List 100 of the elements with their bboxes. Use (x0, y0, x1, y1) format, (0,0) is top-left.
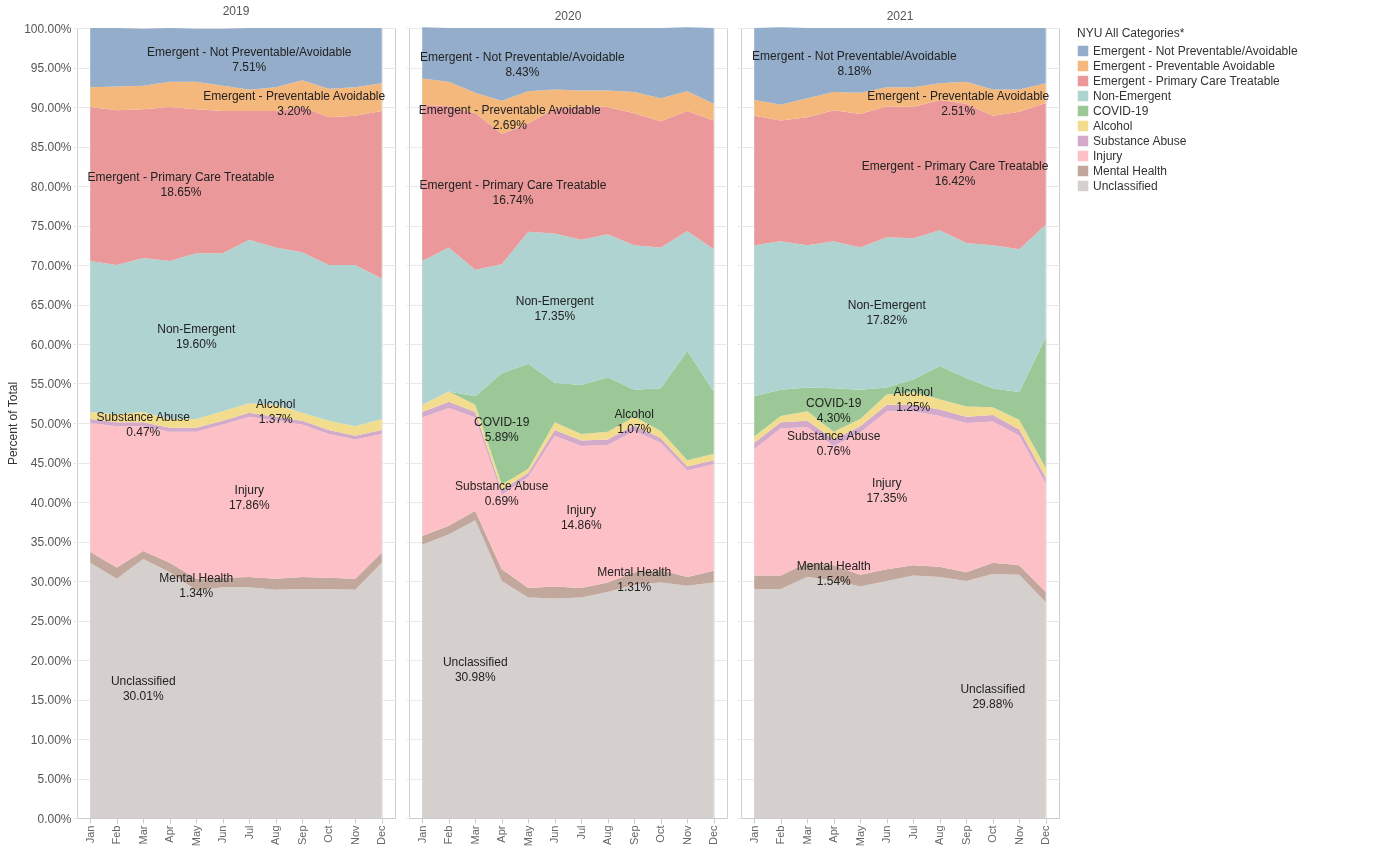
annotation: 1.25% (896, 399, 931, 414)
chart-title: 2019 (222, 4, 250, 18)
x-tick-label: Jul (574, 825, 587, 840)
x-tick-label: Jan (83, 825, 96, 844)
annotation: 16.42% (934, 174, 976, 189)
chart-title: 2020 (554, 9, 582, 24)
series-label: Emergent - Primary Care Treatable (419, 177, 607, 192)
text: Substance Abuse (787, 428, 881, 443)
x-tick-label: Feb (774, 825, 787, 845)
text: COVID-19 (806, 395, 862, 410)
x-tick-label: Sep (959, 825, 972, 846)
y-tick-label: 55.00% (30, 377, 72, 391)
annotation: 1.07% (617, 422, 652, 437)
x-tick-label: Aug (601, 825, 614, 846)
series-label: Alcohol (256, 396, 296, 411)
annotation: 17.35% (534, 309, 576, 324)
series-label: Substance Abuse (96, 410, 191, 425)
x-tick-label: Feb (442, 825, 455, 845)
annotation: 17.82% (866, 313, 908, 328)
x-tick-label: Feb (110, 825, 123, 845)
annotation: 19.60% (175, 337, 217, 352)
legend-label: Injury (1093, 149, 1123, 163)
y-tick-label: 35.00% (30, 535, 72, 549)
series-label: Unclassified (442, 655, 508, 670)
annotation: 30.01% (122, 689, 164, 704)
series-label: Non-Emergent (515, 294, 595, 309)
annotation: 0.47% (126, 425, 161, 440)
text: Unclassified (960, 681, 1026, 696)
y-tick-label: 80.00% (30, 179, 72, 194)
chart-title: 2021 (886, 9, 914, 24)
x-tick-label: Apr (495, 825, 508, 843)
legend-label: Substance Abuse (1093, 134, 1187, 148)
annotation: 2.69% (492, 118, 528, 133)
series-label: Unclassified (110, 674, 176, 689)
annotation: 0.69% (484, 493, 520, 508)
x-tick-label: Dec (375, 825, 388, 846)
x-tick-label: Jul (242, 825, 255, 840)
y-tick-label: 75.00% (30, 219, 72, 233)
text: Mental Health (796, 558, 871, 573)
legend-label: Emergent - Preventable Avoidable (1093, 59, 1276, 73)
y-tick-label: 70.00% (30, 258, 72, 273)
annotation: 18.65% (160, 185, 202, 200)
series-label: Alcohol (614, 407, 654, 422)
annotation: 3.20% (277, 104, 312, 119)
y-tick-label: 45.00% (30, 456, 72, 470)
annotation: 1.37% (258, 411, 294, 426)
series-label: Injury (566, 503, 596, 518)
x-tick-label: Aug (933, 825, 946, 846)
x-tick-label: Apr (827, 825, 840, 843)
y-tick-label: 10.00% (30, 732, 72, 747)
x-tick-label: May (521, 825, 534, 847)
series-label: Injury (234, 482, 264, 497)
x-tick-label: Apr (163, 825, 176, 843)
y-tick-label: 50.00% (30, 416, 72, 431)
series-label: Emergent - Not Preventable/Avoidable (146, 44, 352, 59)
annotation: 7.51% (232, 59, 267, 74)
x-tick-label: Mar (136, 825, 149, 845)
x-tick-label: May (853, 825, 866, 847)
x-tick-label: Jul (906, 825, 919, 840)
annotation: 17.35% (866, 491, 908, 506)
annotation: 2.51% (941, 103, 976, 118)
text: Alcohol (893, 384, 933, 399)
annotation: 0.76% (816, 443, 852, 458)
legend-label: Non-Emergent (1093, 89, 1172, 103)
x-tick-label: Oct (654, 825, 667, 843)
x-tick-label: Nov (348, 825, 361, 846)
annotation: 8.43% (505, 65, 540, 80)
y-axis-title: Percent of Total (6, 381, 21, 466)
x-tick-label: Jan (747, 825, 760, 844)
series-label: Substance Abuse (455, 478, 549, 493)
text: Injury (872, 476, 902, 491)
x-tick-label: Jun (548, 825, 561, 844)
y-tick-label: 15.00% (30, 693, 72, 707)
legend-label: Emergent - Not Preventable/Avoidable (1093, 44, 1298, 58)
x-tick-label: Jun (216, 825, 229, 844)
annotation: 1.31% (617, 579, 652, 594)
series-label: Non-Emergent (157, 322, 236, 337)
x-tick-label: Sep (627, 825, 640, 846)
x-tick-label: Aug (269, 825, 282, 846)
text: Emergent - Primary Care Treatable (861, 159, 1049, 174)
annotation: 17.86% (228, 497, 270, 512)
x-tick-label: Nov (680, 825, 693, 846)
legend-label: Mental Health (1093, 164, 1168, 178)
y-tick-label: 85.00% (30, 140, 72, 154)
text: Non-Emergent (847, 298, 926, 313)
annotation: 30.98% (454, 670, 496, 685)
series-label: Mental Health (159, 570, 234, 585)
x-tick-label: Mar (800, 825, 813, 845)
series-label: Mental Health (597, 564, 672, 579)
y-tick-label: 60.00% (30, 337, 72, 352)
legend-title: NYU All Categories* (1077, 26, 1185, 40)
y-tick-label: 5.00% (37, 772, 72, 786)
legend-label: COVID-19 (1093, 104, 1149, 118)
y-tick-label: 65.00% (30, 298, 72, 312)
x-tick-label: Mar (468, 825, 481, 845)
annotation: 16.74% (492, 192, 534, 207)
y-tick-label: 95.00% (30, 61, 72, 75)
annotation: 5.89% (484, 429, 520, 444)
legend-label: Unclassified (1093, 179, 1158, 193)
y-tick-label: 40.00% (30, 495, 72, 510)
